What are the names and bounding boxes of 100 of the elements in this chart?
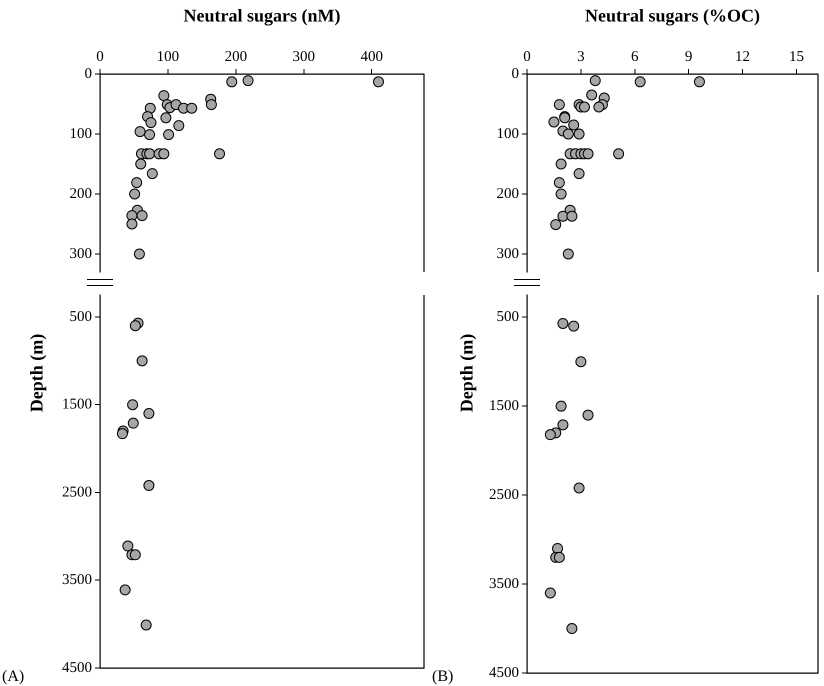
point [140, 619, 152, 630]
text: (B) [432, 668, 454, 686]
point [163, 129, 174, 140]
point [144, 129, 156, 140]
point [557, 210, 568, 222]
point [143, 480, 154, 491]
x-tick-label: 9 [684, 48, 692, 65]
point [144, 148, 156, 160]
point [158, 148, 170, 160]
point [130, 320, 141, 332]
point [578, 102, 590, 112]
y-axis-title: Depth (m) [26, 334, 47, 412]
point [634, 76, 646, 88]
x-tick-label: 400 [360, 48, 383, 65]
point [242, 75, 254, 86]
point [372, 76, 384, 88]
y-tick-label: 1500 [489, 398, 519, 414]
point [126, 218, 138, 230]
point [134, 126, 146, 138]
point [568, 120, 580, 130]
point [574, 482, 585, 494]
point [574, 168, 585, 180]
y-tick-label: 300 [70, 246, 92, 262]
y-tick-label: 300 [496, 246, 519, 262]
point [131, 177, 142, 188]
y-tick-label: 0 [512, 66, 519, 82]
point [550, 219, 562, 230]
y-tick-label: 200 [70, 186, 92, 202]
point [128, 418, 139, 429]
point [226, 76, 238, 88]
x-axis-title: Neutral sugars (nM) [184, 5, 340, 26]
point [129, 188, 140, 200]
point [557, 419, 568, 430]
point [613, 148, 624, 160]
x-tick-label: 0 [96, 48, 104, 65]
point [556, 188, 567, 200]
x-tick-label: 300 [292, 48, 316, 65]
point [160, 112, 172, 124]
point [186, 102, 198, 114]
x-tick-label: 3 [577, 48, 585, 65]
point [120, 584, 131, 596]
x-tick-label: 200 [224, 48, 248, 65]
y-tick-label: 1500 [62, 396, 92, 413]
y-tick-label: 500 [496, 309, 519, 326]
point [562, 128, 574, 140]
point [544, 587, 556, 598]
point [116, 428, 128, 440]
point [135, 158, 146, 170]
x-axis-title: Neutral sugars (%OC) [585, 5, 760, 26]
x-tick-label: 0 [523, 48, 531, 65]
point [145, 117, 156, 128]
point [554, 552, 565, 563]
y-tick-label: 100 [496, 126, 519, 142]
point [574, 128, 585, 140]
point [173, 120, 184, 132]
point [544, 429, 556, 440]
point [146, 168, 158, 180]
point [556, 158, 567, 170]
x-tick-label: 15 [788, 48, 804, 65]
point [566, 210, 578, 222]
x-tick-label: 6 [631, 48, 640, 65]
y-tick-label: 0 [84, 66, 92, 82]
y-tick-label: 3500 [62, 572, 92, 588]
point [575, 356, 586, 368]
y-tick-label: 4500 [62, 660, 92, 676]
point [554, 177, 565, 188]
point [136, 355, 148, 366]
x-tick-label: 12 [735, 48, 750, 65]
y-tick-label: 100 [70, 126, 92, 142]
point [554, 99, 565, 110]
point [214, 148, 226, 160]
point [556, 400, 567, 412]
point [127, 399, 138, 410]
point [143, 408, 154, 419]
point [158, 90, 170, 102]
point [134, 248, 145, 260]
point [206, 99, 217, 110]
point [694, 76, 705, 88]
point [586, 90, 598, 100]
point [582, 148, 594, 160]
point [130, 549, 141, 560]
y-tick-label: 2500 [62, 484, 92, 500]
point [566, 623, 578, 634]
point [136, 210, 148, 222]
point [562, 248, 574, 260]
point [593, 102, 604, 112]
point [582, 410, 594, 421]
y-tick-label: 3500 [489, 576, 519, 592]
point [548, 116, 560, 128]
x-tick-label: 100 [156, 48, 180, 65]
y-tick-label: 500 [70, 308, 92, 325]
point [590, 75, 601, 86]
y-tick-label: 2500 [489, 487, 519, 504]
point [144, 102, 156, 114]
point [568, 320, 580, 332]
y-axis-title: Depth (m) [456, 334, 477, 412]
point [122, 540, 134, 552]
point [557, 318, 568, 329]
y-tick-label: 200 [496, 186, 519, 202]
text: (A) [2, 668, 24, 686]
